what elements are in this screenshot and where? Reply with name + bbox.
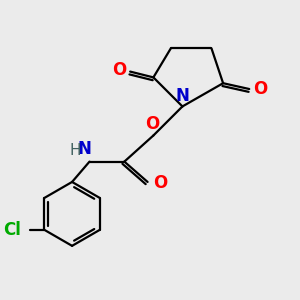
Text: N: N (77, 140, 91, 158)
Text: O: O (153, 174, 168, 192)
Text: Cl: Cl (3, 221, 21, 239)
Text: O: O (112, 61, 127, 79)
Text: H: H (70, 143, 81, 158)
Text: O: O (145, 115, 159, 133)
Text: O: O (254, 80, 268, 98)
Text: N: N (176, 87, 189, 105)
